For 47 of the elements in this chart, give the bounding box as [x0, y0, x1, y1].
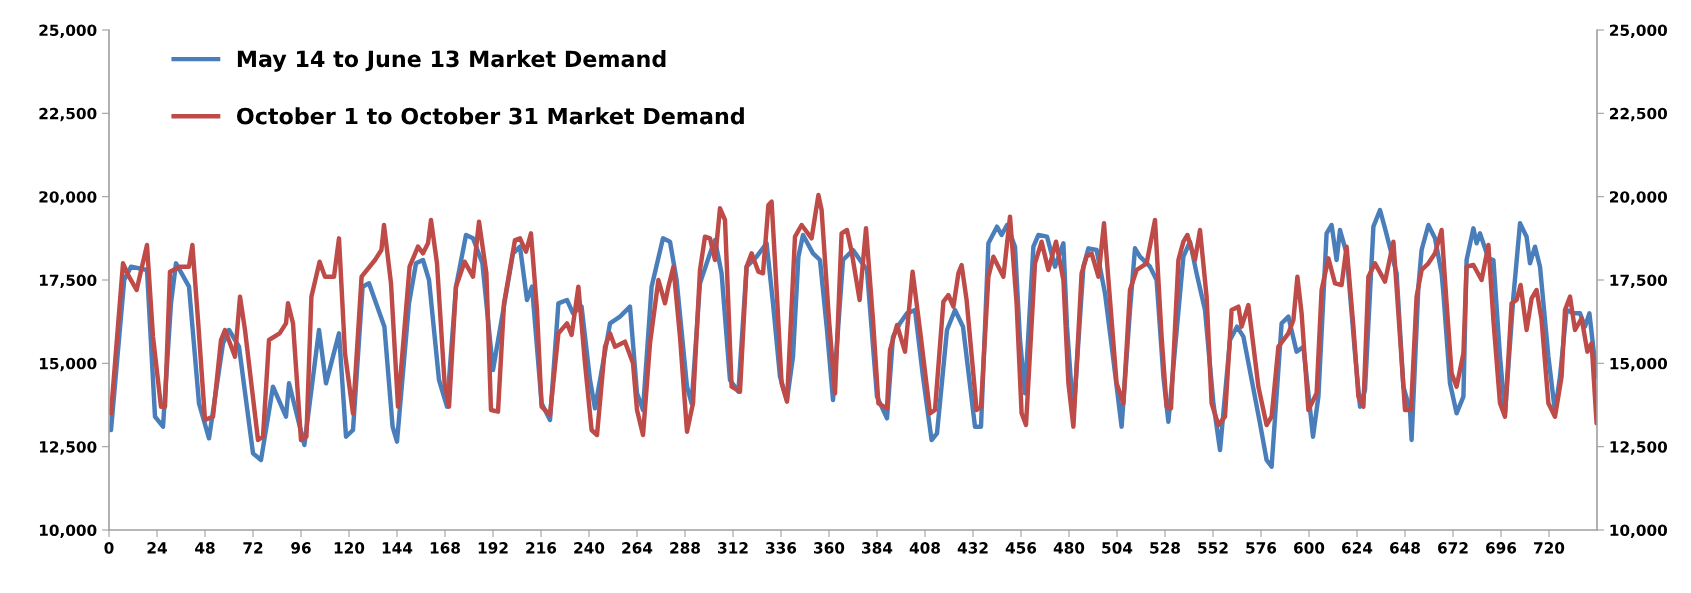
- x-tick-label: 408: [909, 542, 940, 554]
- x-tick-label: 576: [1246, 542, 1277, 554]
- x-tick-label: 96: [291, 542, 311, 554]
- x-tick-label: 360: [814, 542, 845, 554]
- x-tick-label: 528: [1150, 542, 1180, 554]
- x-tick-label: 552: [1198, 542, 1228, 554]
- y2-tick-label: 25,000: [1610, 24, 1668, 38]
- y2-tick-label: 12,500: [1610, 441, 1668, 455]
- x-tick-label: 696: [1486, 542, 1517, 554]
- x-tick-label: 240: [574, 542, 605, 554]
- legend-label: October 1 to October 31 Market Demand: [236, 107, 744, 125]
- y-tick-label: 22,500: [39, 107, 97, 122]
- x-tick-label: 216: [526, 542, 557, 554]
- x-tick-label: 384: [862, 542, 893, 554]
- y2-tick-label: 10,000: [1610, 524, 1668, 538]
- x-tick-label: 288: [670, 542, 700, 554]
- x-tick-label: 336: [766, 542, 797, 554]
- x-tick-label: 672: [1438, 542, 1468, 554]
- y-tick-label: 15,000: [39, 357, 97, 372]
- x-tick-label: 48: [195, 542, 215, 554]
- y-tick-label: 10,000: [39, 524, 97, 538]
- x-tick-label: 504: [1102, 542, 1133, 554]
- x-tick-label: 72: [243, 542, 263, 554]
- x-tick-label: 456: [1005, 542, 1037, 554]
- x-tick-label: 648: [1390, 542, 1420, 554]
- y2-tick-label: 20,000: [1610, 191, 1668, 205]
- x-tick-label: 600: [1294, 542, 1325, 554]
- x-tick-label: 144: [382, 542, 413, 554]
- x-tick-label: 192: [478, 542, 508, 554]
- y2-tick-label: 22,500: [1610, 107, 1668, 122]
- x-tick-label: 432: [957, 542, 988, 554]
- y2-tick-label: 17,500: [1610, 274, 1668, 288]
- y-tick-label: 12,500: [39, 441, 97, 455]
- x-tick-label: 624: [1342, 542, 1373, 554]
- legend-label: May 14 to June 13 Market Demand: [237, 50, 666, 72]
- x-tick-label: 312: [718, 542, 748, 554]
- x-tick-label: 0: [104, 542, 114, 554]
- x-tick-label: 480: [1053, 542, 1085, 554]
- x-tick-label: 120: [334, 542, 365, 554]
- x-tick-label: 168: [430, 542, 460, 554]
- y2-tick-label: 15,000: [1610, 357, 1668, 372]
- y-tick-label: 25,000: [39, 24, 97, 38]
- y-tick-label: 20,000: [39, 191, 97, 205]
- x-tick-label: 24: [147, 542, 167, 554]
- x-tick-label: 264: [622, 542, 653, 554]
- y-tick-label: 17,500: [39, 274, 97, 288]
- x-tick-label: 720: [1534, 542, 1565, 554]
